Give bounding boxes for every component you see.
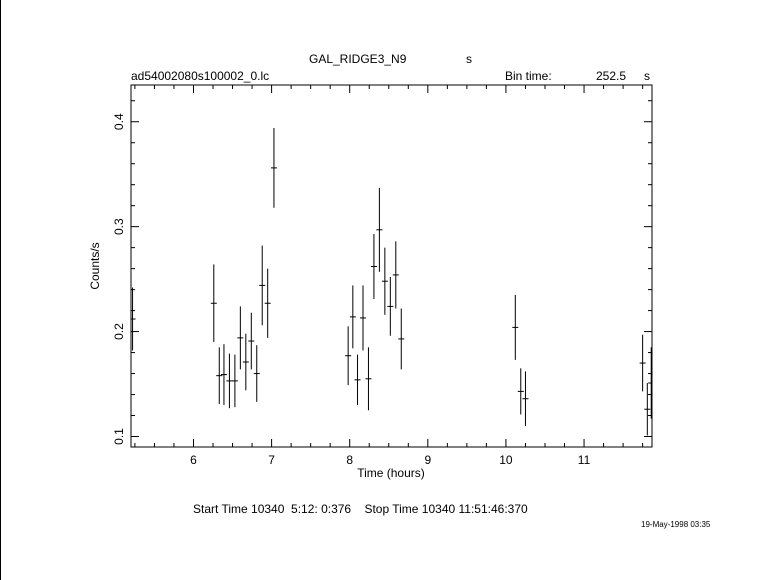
x-tick-label: 7	[268, 453, 275, 467]
data-point	[345, 326, 352, 386]
x-tick-label: 11	[578, 453, 591, 467]
data-point	[517, 368, 524, 415]
x-tick-label: 10	[499, 453, 513, 467]
data-point	[231, 354, 238, 408]
data-point	[131, 287, 136, 351]
data-point	[264, 268, 271, 338]
data-point	[398, 308, 405, 370]
data-point	[648, 347, 652, 419]
data-point	[253, 345, 260, 402]
data-point	[259, 245, 266, 326]
data-points	[131, 128, 652, 436]
y-tick-label: 0.3	[112, 218, 126, 235]
object-name: GAL_RIDGE3_N9	[309, 52, 407, 66]
data-point	[216, 347, 223, 404]
data-point	[387, 277, 394, 336]
data-point	[381, 247, 388, 315]
data-point	[270, 128, 277, 208]
data-point	[237, 306, 244, 370]
window-left-border	[0, 0, 1, 580]
data-point	[354, 354, 361, 406]
y-tick-label: 0.1	[112, 428, 126, 445]
data-point	[365, 347, 372, 411]
data-point	[210, 264, 217, 343]
data-point	[248, 312, 255, 370]
filename-label: ad54002080s100002_0.lc	[131, 69, 270, 83]
data-point	[226, 353, 233, 409]
plot-frame	[130, 84, 653, 448]
bin-time-unit: s	[644, 69, 650, 83]
axis-tick-labels: 6 7 8 9 10 11 0.1 0.2 0.3 0.4	[112, 113, 591, 467]
plot-date: 19-May-1998 03:35	[641, 520, 711, 529]
data-point	[639, 334, 646, 392]
y-tick-label: 0.2	[112, 323, 126, 340]
x-tick-label: 6	[190, 453, 197, 467]
y-axis-label: Counts/s	[88, 242, 102, 289]
start-stop-times: Start Time 10340 5:12: 0:376 Stop Time 1…	[193, 502, 528, 516]
data-point	[359, 285, 366, 351]
bin-time-label: Bin time:	[505, 69, 552, 83]
data-point	[512, 294, 519, 360]
x-tick-label: 8	[346, 453, 353, 467]
object-unit: s	[466, 52, 472, 66]
data-point	[522, 371, 529, 427]
bin-time-value: 252.5	[596, 69, 627, 83]
y-tick-label: 0.4	[112, 113, 126, 130]
x-tick-label: 9	[424, 453, 431, 467]
data-point	[392, 241, 399, 309]
data-point	[220, 344, 227, 406]
data-point	[349, 285, 356, 349]
x-axis-label: Time (hours)	[357, 466, 425, 480]
data-point	[370, 233, 377, 300]
data-point	[644, 382, 651, 436]
axis-ticks	[131, 85, 652, 447]
data-point	[376, 187, 383, 272]
data-point	[242, 333, 249, 391]
